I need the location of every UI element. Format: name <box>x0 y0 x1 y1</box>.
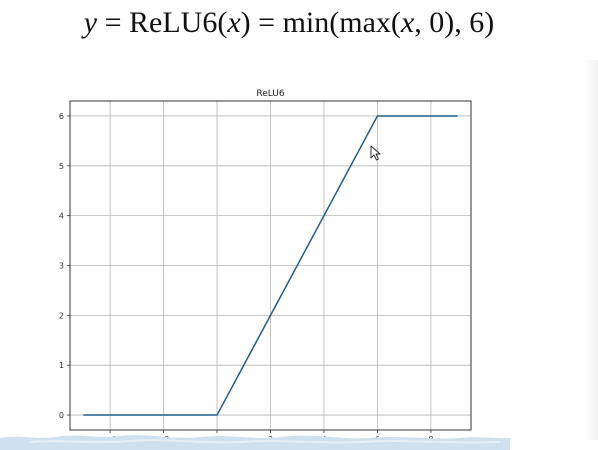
formula-x-1: x <box>227 6 241 39</box>
chart-title: ReLU6 <box>256 89 285 99</box>
y-tick-label: 5 <box>59 162 64 171</box>
y-tick-label: 3 <box>59 262 64 271</box>
y-tick-label: 2 <box>59 311 64 320</box>
formula-heading: y = ReLU6(x) = min(max(x, 0), 6) <box>0 6 578 40</box>
slide-edge-shadow <box>584 60 598 440</box>
relu6-series-line <box>83 115 458 416</box>
bottom-wave-decoration <box>0 435 510 450</box>
formula-end-part: , 0), 6) <box>414 6 495 39</box>
y-tick-label: 6 <box>59 112 64 121</box>
plot-frame <box>69 100 472 431</box>
mouse-pointer-icon <box>370 145 381 161</box>
formula-min-max-part: ) = min(max( <box>240 6 401 39</box>
y-tick-label: 0 <box>59 411 64 420</box>
formula-x-2: x <box>400 6 415 39</box>
formula-y: y <box>83 6 98 39</box>
formula-relu6-part: = ReLU6( <box>97 6 228 39</box>
y-tick-label: 1 <box>59 361 64 370</box>
y-tick-label: 4 <box>59 212 64 221</box>
grid-lines <box>70 101 471 430</box>
